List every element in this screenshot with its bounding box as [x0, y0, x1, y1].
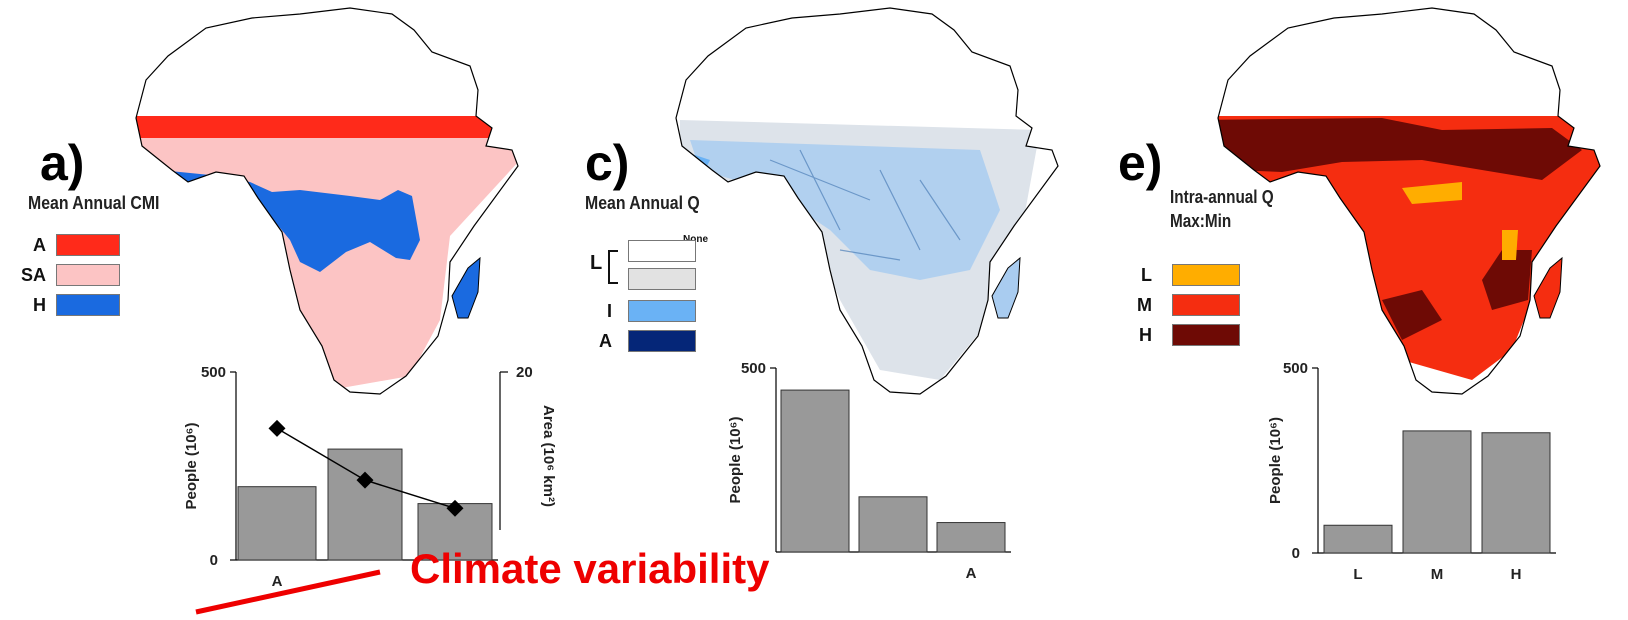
y-tick-label-bottom: 0 — [1292, 545, 1300, 562]
legend-label: M — [1137, 294, 1152, 315]
y-tick-label-top: 500 — [1283, 360, 1308, 377]
legend-item-a-arid: A — [6, 234, 120, 256]
legend-item-c-abundant: A — [570, 330, 696, 352]
legend-title-e-line2: Max:Min — [1170, 211, 1232, 231]
x-tick-label: A — [966, 565, 977, 582]
x-tick-label: H — [1511, 566, 1522, 583]
legend-item-e-low: L — [1120, 264, 1240, 286]
annotation-pointer-line — [195, 569, 381, 615]
bar — [237, 486, 317, 561]
legend-label: SA — [20, 264, 46, 285]
map-panel-e — [1217, 7, 1601, 395]
x-tick-label: A — [272, 573, 283, 590]
legend-label: H — [1139, 324, 1152, 345]
y-tick-label-top: 500 — [201, 364, 226, 381]
legend-item-e-high: H — [1120, 324, 1240, 346]
legend-item-a-humid: H — [6, 294, 120, 316]
legend-item-c-intermediate: I — [570, 300, 696, 322]
y2-tick-label: 20 — [516, 364, 533, 381]
panel-letter-a: a) — [40, 135, 85, 191]
panel-letter-e: e) — [1118, 135, 1163, 191]
chart-a: 500 0 People (10⁶) A 20 Area (10⁶ km²) — [183, 364, 557, 590]
y-axis-label: People (10⁶) — [727, 417, 744, 504]
legend-item-e-medium: M — [1120, 294, 1240, 316]
bar — [1481, 432, 1551, 554]
map-panel-a — [135, 7, 519, 395]
map-e-high-zone — [1218, 118, 1582, 180]
x-tick-label: L — [1353, 566, 1362, 583]
bar — [936, 522, 1006, 553]
legend-swatch-c-low — [628, 268, 696, 290]
y-axis-label: People (10⁶) — [1267, 417, 1284, 504]
legend-swatch — [628, 330, 696, 352]
panel-letter-c: c) — [585, 135, 630, 191]
map-e-low-zone — [1402, 182, 1462, 204]
legend-none-label: None — [683, 234, 708, 245]
bar — [327, 448, 403, 561]
area-point — [356, 471, 374, 489]
legend-label: H — [33, 294, 46, 315]
legend-swatch — [56, 234, 120, 256]
legend-bracket — [608, 250, 618, 284]
legend-swatch — [628, 300, 696, 322]
legend-title-a: Mean Annual CMI — [28, 193, 160, 213]
legend-label-c-low: L — [590, 252, 603, 274]
chart-e: 500 0 People (10⁶) L M H — [1267, 360, 1556, 583]
legend-label: L — [1141, 264, 1152, 285]
map-panel-c — [675, 7, 1059, 395]
legend-label: I — [606, 300, 612, 321]
legend-title-c: Mean Annual Q — [585, 193, 700, 213]
annotation-text: Climate variability — [410, 545, 770, 592]
chart-c: 500 People (10⁶) A — [727, 360, 1011, 582]
legend-swatch — [1172, 294, 1240, 316]
area-point — [446, 499, 464, 517]
y-tick-label-top: 500 — [741, 360, 766, 377]
y-tick-label-bottom: 0 — [210, 552, 218, 569]
legend-label: A — [33, 234, 46, 255]
y2-axis-label: Area (10⁶ km²) — [540, 405, 557, 507]
y-axis-label: People (10⁶) — [183, 423, 200, 510]
legend-swatch — [56, 264, 120, 286]
area-point — [268, 419, 286, 437]
legend-swatch-c-none — [628, 240, 696, 262]
legend-item-a-semiarid: SA — [6, 264, 120, 286]
legend-swatch — [1172, 324, 1240, 346]
legend-title-e-line1: Intra-annual Q — [1170, 187, 1274, 207]
bar — [858, 496, 928, 553]
bar — [1402, 430, 1472, 554]
bar — [780, 389, 850, 553]
legend-swatch — [56, 294, 120, 316]
legend-label: A — [599, 330, 612, 351]
x-tick-label: M — [1431, 566, 1444, 583]
legend-swatch — [1172, 264, 1240, 286]
bar — [1323, 524, 1393, 554]
